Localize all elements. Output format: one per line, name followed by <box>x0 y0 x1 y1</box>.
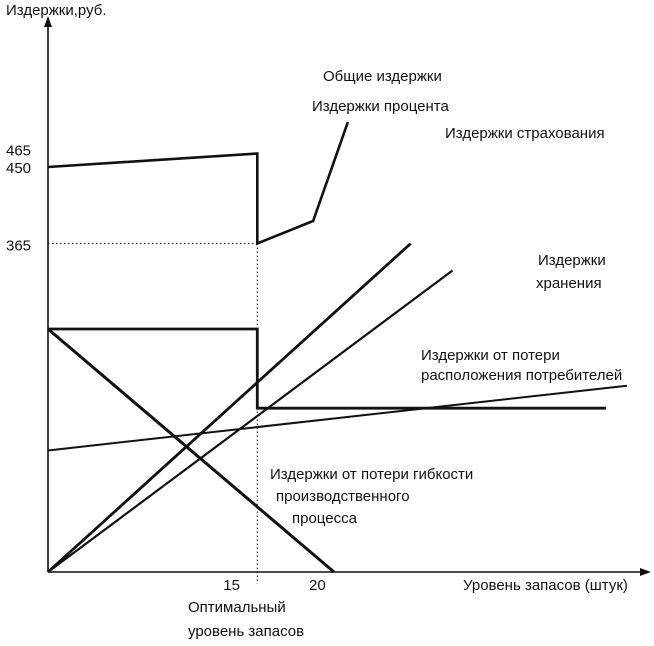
axes <box>44 16 651 576</box>
series-labels: Общие издержки Издержки процента Издержки … <box>270 68 622 527</box>
series-line-5 <box>48 327 606 410</box>
optimal-label-line-2: уровень запасов <box>188 623 304 640</box>
series-label-6-line-2: производственного <box>276 488 410 505</box>
series-line-1 <box>47 121 350 246</box>
series-lines <box>47 121 628 574</box>
x-axis-arrow <box>640 568 651 576</box>
x-tick-15: 15 <box>223 577 240 594</box>
series-label-6-line-1: Издержки от потери гибкости <box>270 466 473 483</box>
series-label-1-line-1: Общие издержки <box>323 68 442 85</box>
series-label-4-line-2: хранения <box>536 275 602 292</box>
y-axis-arrow <box>44 16 52 27</box>
y-tick-365: 365 <box>6 238 31 255</box>
series-line-6 <box>47 327 335 574</box>
x-tick-20: 20 <box>309 577 326 594</box>
y-tick-465: 465 <box>6 143 31 160</box>
series-line-3 <box>47 269 454 573</box>
y-tick-450: 450 <box>6 160 31 177</box>
guide-lines <box>48 243 258 584</box>
series-label-6-line-3: процесса <box>292 510 358 527</box>
series-label-5-line-2: расположения потребителей <box>421 367 622 384</box>
series-label-3-line-1: Издержки страхования <box>445 125 605 142</box>
series-line-4 <box>47 384 628 452</box>
x-axis-label: Уровень запасов (штук) <box>463 577 628 594</box>
series-label-4-line-1: Издержки <box>538 252 606 269</box>
y-axis-label: Издержки,руб. <box>6 2 107 19</box>
optimal-label-line-1: Оптимальный <box>188 599 286 616</box>
series-label-5-line-1: Издержки от потери <box>421 347 560 364</box>
series-label-2-line-1: Издержки процента <box>312 98 449 115</box>
series-line-2 <box>47 242 412 574</box>
